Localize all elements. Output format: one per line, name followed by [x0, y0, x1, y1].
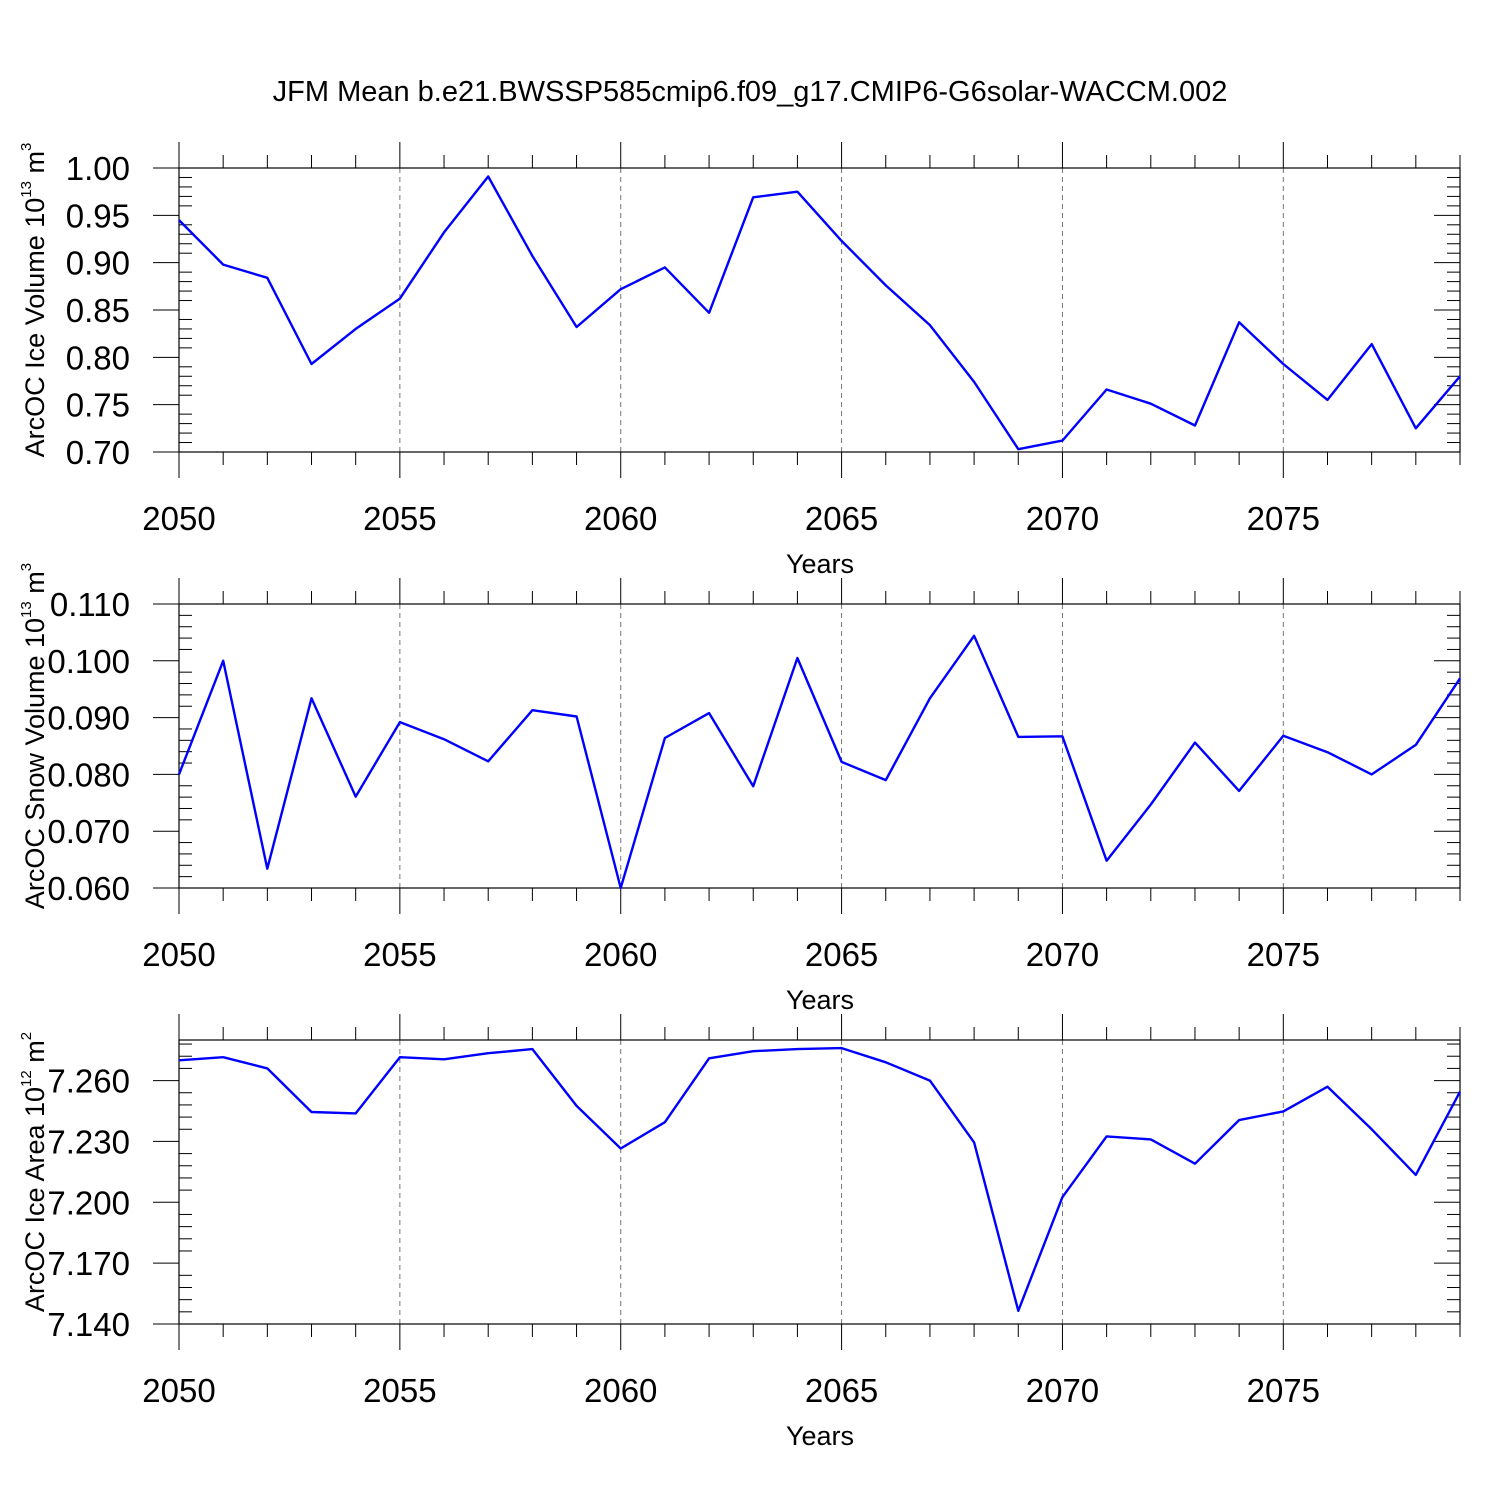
y-tick-label: 0.110 — [50, 586, 130, 623]
panel-2: 0.060 0.070 0.080 0.090 0.100 0.110 2050 2055 20… — [18, 563, 1461, 1015]
series-line — [177, 634, 1461, 890]
y-tick-label: 1.00 — [66, 150, 130, 187]
x-tick-label: 2065 — [805, 1372, 878, 1409]
x-tick-label: 2075 — [1247, 500, 1320, 537]
y-tick-label: 0.75 — [66, 387, 130, 424]
x-axis-label: Years — [786, 1421, 854, 1451]
y-axis-label: ArcOC Snow Volume 1013 m3 — [18, 563, 50, 909]
y-tick-label: 0.100 — [47, 643, 130, 680]
series-line — [178, 1046, 1462, 1313]
x-tick-label: 2070 — [1026, 1372, 1099, 1409]
x-tick-label: 2050 — [142, 500, 215, 537]
x-tick-label: 2075 — [1247, 936, 1320, 973]
x-tick-label: 2050 — [142, 1372, 215, 1409]
plot-frame — [178, 167, 1461, 453]
x-tick-label: 2065 — [805, 500, 878, 537]
y-tick-label: 0.90 — [66, 245, 130, 282]
x-axis-label: Years — [786, 549, 854, 579]
x-tick-label: 2060 — [584, 500, 657, 537]
y-tick-label: 0.060 — [47, 870, 130, 907]
y-tick-label: 7.260 — [47, 1063, 130, 1100]
panel-1: 0.70 0.75 0.80 0.85 0.90 0.95 1.00 2050 2055 2060… — [18, 142, 1461, 579]
x-tick-label: 2055 — [363, 1372, 436, 1409]
panel-3: 7.140 7.170 7.200 7.230 7.260 2050 2055 2060 206… — [18, 1014, 1462, 1451]
y-tick-label: 0.85 — [66, 292, 130, 329]
x-tick-label: 2055 — [363, 500, 436, 537]
y-tick-label: 0.80 — [66, 339, 130, 376]
y-axis-label: ArcOC Ice Volume 1013 m3 — [18, 143, 50, 458]
y-tick-label: 0.70 — [66, 434, 130, 471]
y-tick-label: 7.230 — [47, 1123, 130, 1160]
x-tick-label: 2065 — [805, 936, 878, 973]
x-tick-label: 2075 — [1247, 1372, 1320, 1409]
y-tick-label: 0.070 — [47, 813, 130, 850]
x-tick-label: 2070 — [1026, 500, 1099, 537]
plot-frame — [178, 603, 1461, 889]
series-line — [178, 175, 1461, 451]
y-tick-label: 7.170 — [47, 1245, 130, 1282]
x-tick-label: 2070 — [1026, 936, 1099, 973]
x-tick-label: 2060 — [584, 936, 657, 973]
plot-frame — [178, 1039, 1461, 1325]
y-tick-label: 0.080 — [47, 756, 130, 793]
y-tick-label: 7.140 — [47, 1306, 130, 1343]
y-axis-label: ArcOC Ice Area 1012 m2 — [18, 1032, 50, 1312]
chart-title: JFM Mean b.e21.BWSSP585cmip6.f09_g17.CMI… — [273, 76, 1228, 108]
x-tick-label: 2060 — [584, 1372, 657, 1409]
x-tick-label: 2050 — [142, 936, 215, 973]
y-tick-label: 0.090 — [47, 700, 130, 737]
x-tick-label: 2055 — [363, 936, 436, 973]
y-tick-label: 7.200 — [47, 1184, 130, 1221]
y-tick-label: 0.95 — [66, 197, 130, 234]
x-axis-label: Years — [786, 985, 854, 1015]
